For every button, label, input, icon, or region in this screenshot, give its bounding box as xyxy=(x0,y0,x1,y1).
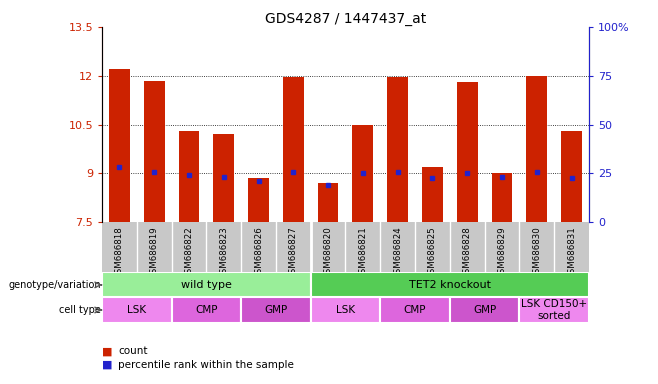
Text: GSM686826: GSM686826 xyxy=(254,226,263,279)
Text: CMP: CMP xyxy=(404,305,426,315)
Text: LSK CD150+
sorted: LSK CD150+ sorted xyxy=(521,299,587,321)
Bar xyxy=(248,178,269,222)
Bar xyxy=(311,272,589,298)
Text: count: count xyxy=(118,346,148,356)
Bar xyxy=(283,77,304,222)
Text: CMP: CMP xyxy=(195,305,218,315)
Text: GSM686827: GSM686827 xyxy=(289,226,298,279)
Text: GSM686824: GSM686824 xyxy=(393,226,402,279)
Bar xyxy=(213,134,234,222)
Text: ■: ■ xyxy=(102,346,113,356)
Text: GSM686829: GSM686829 xyxy=(497,226,507,279)
Bar xyxy=(492,173,513,222)
Bar xyxy=(102,272,311,298)
Text: cell type: cell type xyxy=(59,305,101,315)
Bar xyxy=(318,183,338,222)
Bar xyxy=(561,131,582,222)
Text: GSM686828: GSM686828 xyxy=(463,226,472,279)
Text: genotype/variation: genotype/variation xyxy=(9,280,101,290)
Bar xyxy=(311,298,380,323)
Text: LSK: LSK xyxy=(127,305,146,315)
Bar xyxy=(450,298,519,323)
Text: GMP: GMP xyxy=(265,305,288,315)
Text: GMP: GMP xyxy=(473,305,496,315)
Bar xyxy=(102,298,172,323)
Text: percentile rank within the sample: percentile rank within the sample xyxy=(118,360,294,370)
Text: GSM686825: GSM686825 xyxy=(428,226,437,279)
Text: TET2 knockout: TET2 knockout xyxy=(409,280,491,290)
Text: GSM686822: GSM686822 xyxy=(184,226,193,279)
Bar xyxy=(380,298,450,323)
Text: GSM686819: GSM686819 xyxy=(149,226,159,279)
Bar xyxy=(422,167,443,222)
Text: GSM686831: GSM686831 xyxy=(567,226,576,279)
Text: GSM686823: GSM686823 xyxy=(219,226,228,279)
Title: GDS4287 / 1447437_at: GDS4287 / 1447437_at xyxy=(265,12,426,26)
Text: wild type: wild type xyxy=(181,280,232,290)
Text: GSM686820: GSM686820 xyxy=(324,226,332,279)
Text: GSM686830: GSM686830 xyxy=(532,226,542,279)
Bar xyxy=(457,82,478,222)
Text: GSM686821: GSM686821 xyxy=(359,226,367,279)
Text: GSM686818: GSM686818 xyxy=(115,226,124,279)
Bar xyxy=(172,298,241,323)
Text: ■: ■ xyxy=(102,360,113,370)
Bar xyxy=(241,298,311,323)
Bar xyxy=(519,298,589,323)
Text: LSK: LSK xyxy=(336,305,355,315)
Bar xyxy=(353,124,373,222)
Bar xyxy=(143,81,164,222)
Bar xyxy=(526,76,547,222)
Bar xyxy=(178,131,199,222)
Bar xyxy=(109,69,130,222)
Bar xyxy=(387,77,408,222)
